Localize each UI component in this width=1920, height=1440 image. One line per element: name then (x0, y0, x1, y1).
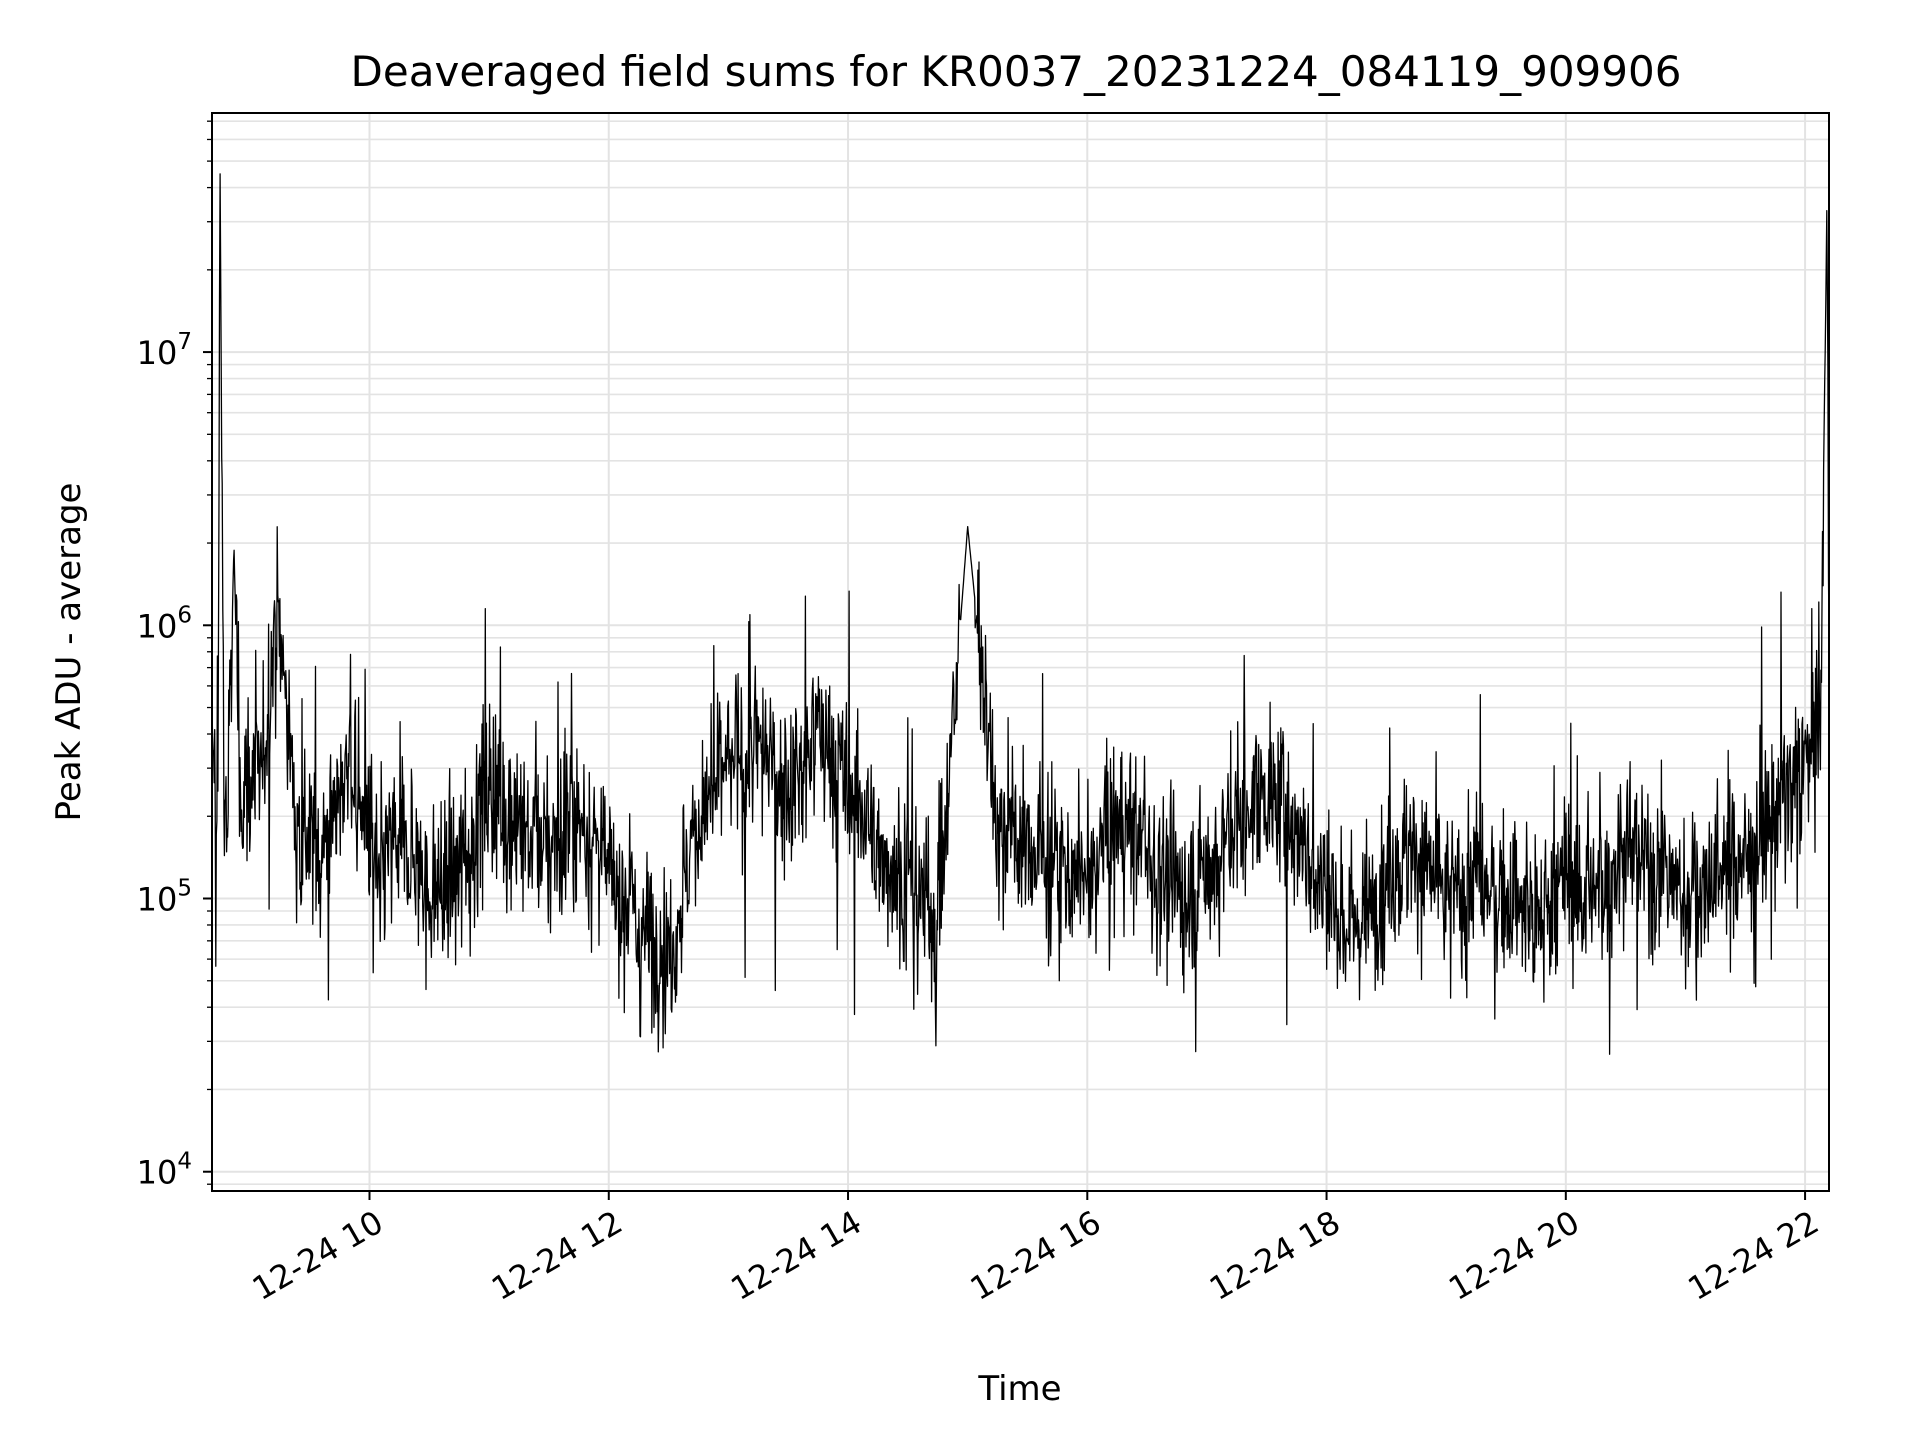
x-tick-label: 12-24 12 (485, 1203, 629, 1308)
x-tick-label: 12-24 10 (246, 1203, 390, 1308)
chart-title: Deaveraged field sums for KR0037_2023122… (351, 47, 1682, 96)
x-tick-label: 12-24 20 (1442, 1203, 1586, 1308)
y-tick-label: 107 (137, 329, 192, 372)
x-tick-label: 12-24 14 (724, 1203, 868, 1308)
series-line (211, 173, 1830, 1055)
y-tick-label: 106 (137, 602, 192, 645)
x-tick-label: 12-24 22 (1681, 1203, 1825, 1308)
grid (212, 113, 1829, 1191)
series-group (211, 173, 1830, 1055)
x-tick-label: 12-24 16 (964, 1203, 1108, 1308)
x-tick-label: 12-24 18 (1203, 1203, 1347, 1308)
y-tick-label: 105 (137, 876, 192, 919)
y-tick-label: 104 (137, 1149, 192, 1192)
x-axis-label: Time (977, 1369, 1061, 1409)
y-axis-label: Peak ADU - average (49, 483, 89, 822)
